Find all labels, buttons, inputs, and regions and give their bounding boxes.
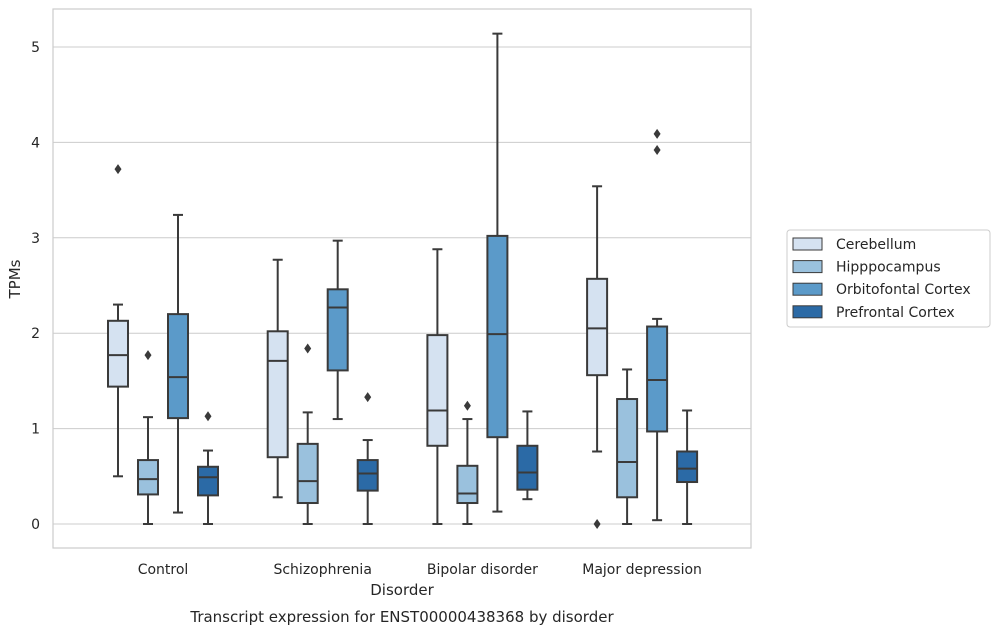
chart-caption: Transcript expression for ENST0000043836… — [189, 608, 614, 626]
outlier-point — [463, 400, 471, 411]
box-iqr — [456, 464, 479, 505]
box-orbitofontal-cortex — [646, 128, 669, 522]
x-axis-ticks: Control Schizophrenia Bipolar disorder Majo… — [138, 562, 702, 578]
outlier-point — [593, 519, 601, 529]
legend-label: Cerebellum — [836, 237, 916, 253]
box-prefrontal-cortex — [516, 410, 539, 501]
box-cerebellum — [426, 248, 449, 525]
outlier-point — [144, 350, 152, 361]
y-tick-label: 2 — [31, 326, 40, 342]
x-axis-label: Disorder — [370, 581, 434, 599]
box-hipppocampus — [296, 343, 319, 525]
x-tick-label: Bipolar disorder — [427, 562, 538, 578]
legend-swatch — [792, 237, 823, 251]
box-prefrontal-cortex — [676, 409, 699, 525]
box-iqr — [616, 398, 639, 499]
outlier-point — [204, 411, 212, 422]
box-iqr — [266, 330, 289, 459]
plot-frame — [52, 8, 752, 549]
box-iqr — [356, 459, 379, 492]
x-tick-label: Major depression — [582, 562, 702, 578]
box-hipppocampus — [137, 350, 159, 525]
y-tick-label: 3 — [31, 231, 40, 247]
box-prefrontal-cortex — [197, 411, 219, 525]
outlier-point — [653, 128, 661, 139]
box-iqr — [676, 450, 699, 484]
box-cerebellum — [266, 258, 289, 499]
box-iqr — [107, 319, 129, 388]
y-axis-ticks: 0 1 2 3 4 5 — [31, 40, 40, 533]
box-cerebellum — [586, 185, 609, 529]
legend-swatch — [792, 260, 823, 274]
y-tick-label: 4 — [31, 135, 40, 151]
y-axis-label: TPMs — [6, 259, 24, 299]
box-series — [107, 32, 699, 529]
box-iqr — [296, 442, 319, 505]
legend-label: Prefrontal Cortex — [836, 305, 955, 321]
box-iqr — [516, 444, 539, 491]
box-orbitofontal-cortex — [167, 213, 189, 514]
box-prefrontal-cortex — [356, 392, 379, 525]
outlier-point — [114, 164, 122, 175]
box-iqr — [197, 465, 219, 497]
x-tick-label: Schizophrenia — [273, 562, 371, 578]
outlier-point — [653, 145, 661, 156]
y-tick-label: 1 — [31, 422, 40, 438]
box-iqr — [137, 459, 159, 496]
legend-frame — [786, 229, 991, 328]
box-iqr — [167, 313, 189, 420]
box-orbitofontal-cortex — [486, 32, 509, 513]
legend-label: Hipppocampus — [836, 260, 941, 276]
legend-label: Orbitofontal Cortex — [836, 282, 971, 298]
x-tick-label: Control — [138, 562, 189, 578]
box-iqr — [426, 334, 449, 447]
box-hipppocampus — [456, 400, 479, 525]
box-hipppocampus — [616, 368, 639, 525]
y-tick-label: 5 — [31, 40, 40, 56]
legend-swatch — [792, 282, 823, 296]
y-tick-label: 0 — [31, 517, 40, 533]
outlier-point — [364, 392, 372, 403]
box-cerebellum — [107, 164, 129, 478]
outlier-point — [304, 343, 312, 354]
legend: Cerebellum Hipppocampus Orbitofontal Corte… — [786, 229, 991, 328]
legend-swatch — [792, 305, 823, 319]
box-orbitofontal-cortex — [326, 239, 349, 421]
box-iqr — [586, 277, 609, 377]
box-iqr — [486, 234, 509, 439]
box-iqr — [326, 288, 349, 372]
